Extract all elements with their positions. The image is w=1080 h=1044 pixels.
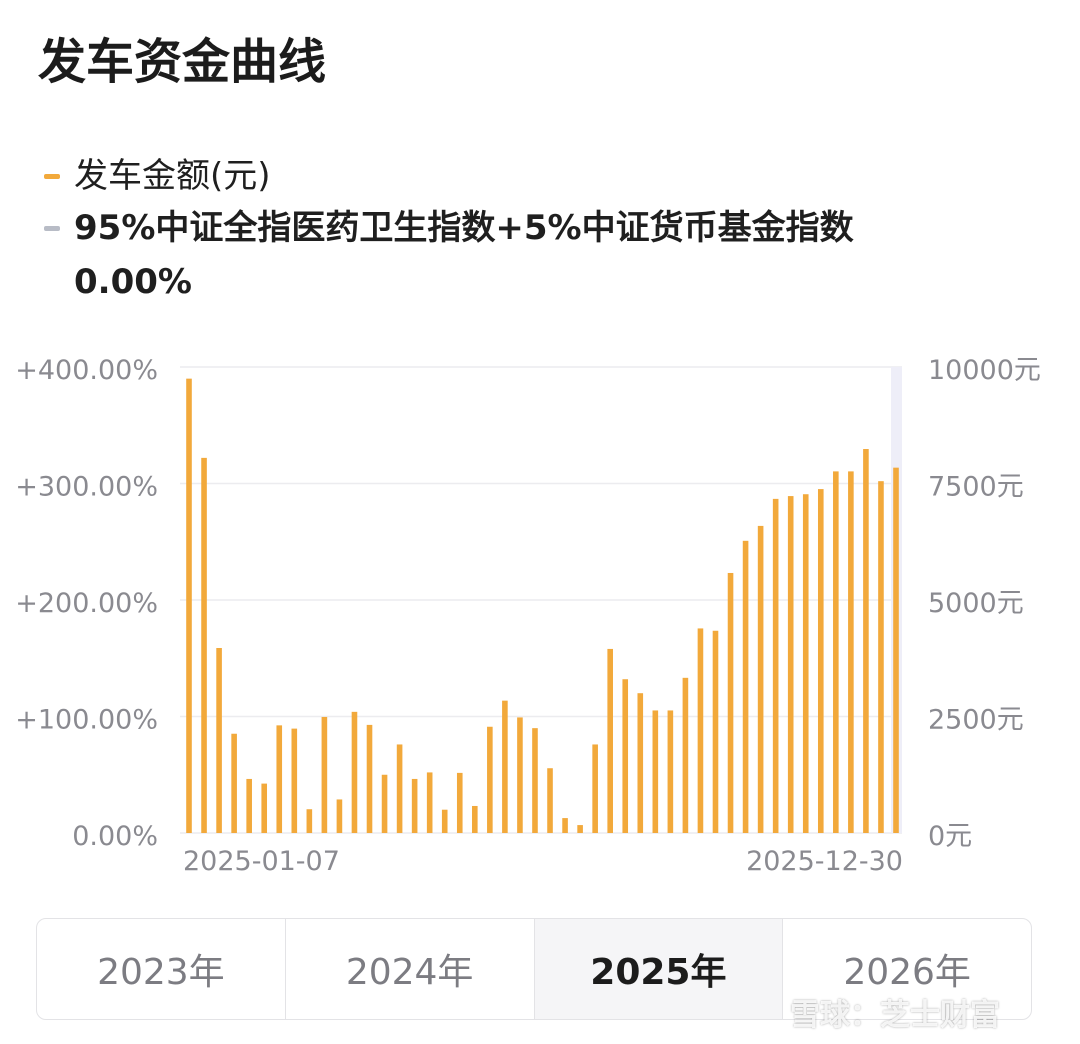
page-title: 发车资金曲线	[38, 34, 327, 90]
bar[interactable]	[231, 733, 237, 833]
bar[interactable]	[396, 744, 403, 833]
bar[interactable]	[622, 679, 629, 833]
bar-series	[186, 378, 899, 833]
bar[interactable]	[306, 809, 313, 833]
bar[interactable]	[878, 481, 884, 833]
fund-chart[interactable]: +400.00% +300.00% +200.00% +100.00% 0.00% 10…	[0, 330, 1080, 890]
right-tick-label: 5000元	[928, 588, 1024, 619]
bar[interactable]	[848, 471, 854, 833]
bar[interactable]	[757, 525, 764, 833]
bar[interactable]	[291, 728, 298, 833]
legend-index-value: 0.00%	[74, 262, 192, 302]
bar[interactable]	[893, 467, 899, 833]
bar[interactable]	[517, 717, 523, 833]
bar[interactable]	[727, 572, 734, 833]
bar[interactable]	[456, 772, 463, 833]
bar[interactable]	[697, 628, 704, 833]
bar[interactable]	[607, 648, 613, 833]
bar[interactable]	[426, 772, 433, 833]
bar[interactable]	[276, 725, 283, 833]
bar[interactable]	[472, 805, 478, 833]
bar[interactable]	[186, 378, 192, 833]
tab-year-0[interactable]: 2023年	[37, 919, 286, 1019]
tab-year-3[interactable]: 2026年	[843, 952, 971, 993]
bar[interactable]	[562, 818, 568, 833]
bar[interactable]	[366, 724, 373, 833]
bar[interactable]	[216, 647, 222, 833]
bar[interactable]	[351, 711, 358, 833]
chart-legend: 发车金额(元) 95%中证全指医药卫生指数+5%中证货币基金指数 0.00%	[44, 150, 1044, 310]
right-tick-label: 2500元	[928, 705, 1024, 736]
bar[interactable]	[817, 489, 824, 833]
legend-marker-amount	[44, 174, 60, 179]
watermark-text: 雪球：芝士财富	[790, 998, 1000, 1033]
chart-grid	[180, 366, 902, 834]
left-tick-label: 0.00%	[72, 821, 158, 852]
right-tick-label: 10000元	[928, 355, 1041, 386]
right-tick-label: 0元	[928, 821, 972, 852]
bar[interactable]	[637, 693, 644, 833]
left-tick-label: +300.00%	[15, 472, 158, 503]
tab-year-2[interactable]: 2025年	[534, 919, 784, 1019]
bar[interactable]	[487, 726, 493, 833]
tab-year-1[interactable]: 2024年	[286, 919, 535, 1019]
legend-item-index[interactable]: 95%中证全指医药卫生指数+5%中证货币基金指数	[44, 202, 1044, 254]
legend-marker-index	[44, 226, 60, 231]
bar[interactable]	[592, 744, 598, 833]
bar[interactable]	[682, 677, 689, 833]
x-tick-label-end: 2025-12-30	[746, 846, 903, 877]
bar[interactable]	[411, 778, 418, 833]
x-tick-label-start: 2025-01-07	[183, 846, 340, 877]
bar[interactable]	[577, 825, 583, 833]
bar[interactable]	[863, 449, 869, 833]
bar[interactable]	[201, 457, 207, 833]
bar[interactable]	[321, 716, 328, 833]
bar[interactable]	[547, 768, 553, 833]
bar[interactable]	[441, 809, 448, 833]
legend-label-amount: 发车金额(元)	[74, 156, 271, 196]
right-tick-label: 7500元	[928, 472, 1024, 503]
bar[interactable]	[652, 710, 659, 833]
bar[interactable]	[667, 710, 674, 833]
left-axis: +400.00% +300.00% +200.00% +100.00% 0.00%	[15, 355, 158, 852]
bar[interactable]	[336, 799, 343, 833]
legend-item-amount[interactable]: 发车金额(元)	[44, 150, 1044, 202]
bar[interactable]	[772, 498, 779, 833]
bar[interactable]	[712, 630, 719, 833]
bar[interactable]	[381, 774, 388, 833]
bar[interactable]	[246, 778, 252, 833]
bar[interactable]	[261, 783, 268, 833]
legend-label-index: 95%中证全指医药卫生指数+5%中证货币基金指数	[74, 208, 854, 248]
x-axis: 2025-01-07 2025-12-30	[183, 846, 903, 877]
bar[interactable]	[802, 494, 809, 833]
bar[interactable]	[502, 700, 508, 833]
left-tick-label: +100.00%	[15, 705, 158, 736]
bar[interactable]	[833, 471, 839, 833]
left-tick-label: +400.00%	[15, 355, 158, 386]
year-tabs: 2023年 2024年 2025年 2026年	[36, 918, 1032, 1020]
bar[interactable]	[742, 540, 749, 833]
left-tick-label: +200.00%	[15, 588, 158, 619]
bar[interactable]	[532, 728, 538, 833]
bar[interactable]	[787, 496, 794, 833]
right-axis: 10000元 7500元 5000元 2500元 0元	[928, 355, 1041, 852]
